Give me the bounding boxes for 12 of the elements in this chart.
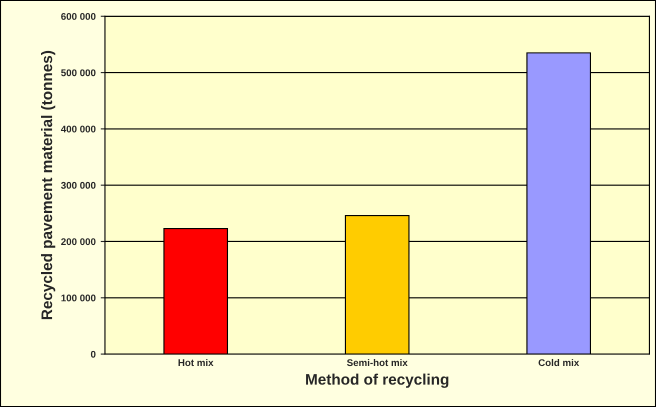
x-tick-label: Hot mix <box>178 358 214 366</box>
y-axis-title: Recycled pavement material (tonnes) <box>40 50 56 320</box>
y-tick-label: 300 000 <box>61 182 96 189</box>
y-tick-label: 100 000 <box>61 294 96 302</box>
y-tick-label: 600 000 <box>61 13 96 20</box>
x-tick-label: Cold mix <box>538 358 580 366</box>
y-tick-label: 0 <box>90 350 96 358</box>
y-tick-label: 200 000 <box>61 238 96 246</box>
x-axis-title: Method of recycling <box>306 374 448 388</box>
x-tick-label: Semi-hot mix <box>346 358 408 366</box>
y-tick-label: 400 000 <box>60 126 96 132</box>
y-tick-label: 500 000 <box>61 69 96 76</box>
